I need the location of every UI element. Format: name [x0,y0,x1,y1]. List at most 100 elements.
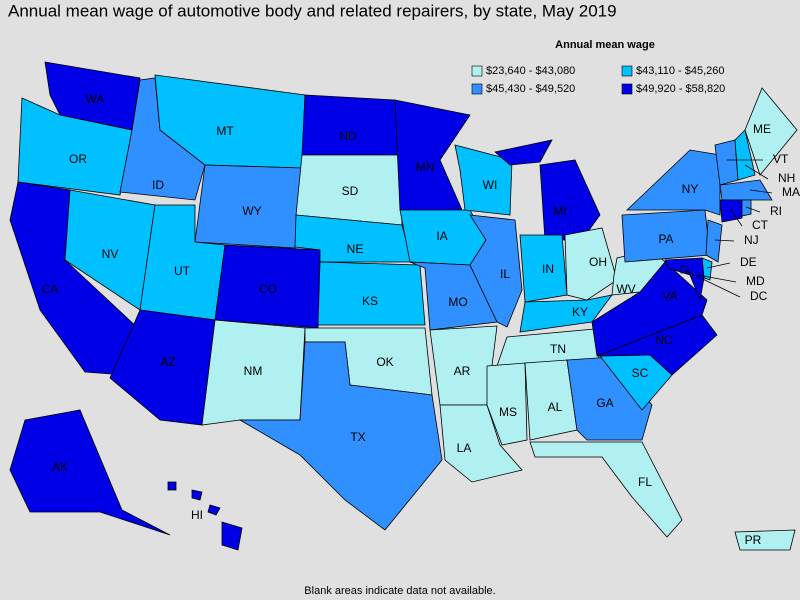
state-label: AR [454,364,471,378]
legend-label: $23,640 - $43,080 [486,65,575,77]
state-label: AK [52,460,68,474]
state-label: CT [752,218,769,232]
state-label: MO [448,295,467,309]
state-label: OK [376,355,393,369]
legend-label: $49,920 - $58,820 [636,83,725,95]
state-shape [664,257,705,302]
state-label: OH [589,255,607,269]
state-label: MD [746,274,765,288]
state-label: CO [259,282,277,296]
state-label: NH [778,171,795,185]
leader-line [745,206,761,213]
legend-swatch [471,65,483,77]
state-shape [469,214,523,328]
state-label: OR [69,152,87,166]
state-shape [529,441,683,538]
state-shape [207,504,221,516]
labels-layer: WA OR CA NV ID MT WY UT AZ CO NM ND SD NE KS OK TX MN IA MO… [42,92,800,547]
state-label: VA [662,289,677,303]
states-layer [9,61,798,551]
state-label: UT [174,264,191,278]
state-label: PR [745,533,762,547]
legend-swatch [621,65,633,77]
state-shape [519,294,613,333]
state-shape [741,199,752,217]
state-label: KY [572,305,588,319]
state-shape [494,139,553,166]
state-shape [734,129,756,181]
state-label: SD [342,184,359,198]
state-label: CA [42,282,59,296]
legend-label: $43,110 - $45,260 [636,65,724,77]
state-label: WY [242,204,261,218]
legend-title: Annual mean wage [555,39,655,51]
state-shape [9,409,171,536]
state-shape [238,341,443,531]
state-shape [194,164,303,249]
state-label: NE [347,242,364,256]
leader-line [730,209,743,227]
state-label: GA [596,396,613,410]
state-label: MN [416,160,435,174]
leader-line [749,189,773,194]
state-label: SC [632,366,649,380]
state-shape [719,179,773,201]
state-label: AZ [160,355,175,369]
state-label: ME [753,122,771,136]
state-label: NY [682,182,699,196]
state-label: MS [499,405,517,419]
state-shape [626,149,721,216]
state-label: DE [740,255,757,269]
state-label: ID [152,178,164,192]
state-label: DC [750,289,768,303]
footnote: Blank areas indicate data not available. [304,585,495,597]
state-shape [564,227,618,301]
state-label: IN [542,262,554,276]
state-label: TX [350,430,365,444]
legend-swatch [621,83,633,95]
state-shape [705,219,723,263]
state-label: ND [339,129,357,143]
legend-label: $45,430 - $49,520 [486,83,575,95]
state-shape [409,261,498,331]
state-label: PA [658,232,673,246]
leader-line [683,269,741,298]
state-shape [734,529,796,551]
state-label: NJ [744,233,759,247]
state-shape [394,99,471,211]
state-label: WI [483,178,498,192]
state-label: WA [86,92,105,106]
state-label: LA [457,441,472,455]
state-label: MI [553,204,566,218]
legend-swatch [471,83,483,95]
state-label: MT [216,124,234,138]
state-label: FL [638,475,652,489]
state-shape [167,481,177,491]
leader-line [706,262,731,269]
state-label: IA [436,229,447,243]
state-label: IL [500,267,510,281]
state-shape [317,261,426,326]
state-label: AL [548,400,563,414]
state-label: NC [655,333,673,347]
state-label: RI [770,204,782,218]
state-shape [539,159,601,241]
state-label: WV [616,282,635,296]
state-shape [221,521,243,551]
state-shape [680,265,689,274]
map-title: Annual mean wage of automotive body and … [8,1,617,20]
leader-line [697,274,737,283]
state-label: HI [191,508,203,522]
state-label: NV [102,247,119,261]
state-label: VT [773,152,789,166]
state-label: MA [782,185,800,199]
state-shape [191,489,203,501]
leader-line [744,164,769,180]
state-shape [719,199,743,223]
state-label: KS [362,294,378,308]
state-shape [301,94,401,156]
state-shape [486,362,528,446]
state-label: NM [244,364,263,378]
leader-line [714,239,735,242]
